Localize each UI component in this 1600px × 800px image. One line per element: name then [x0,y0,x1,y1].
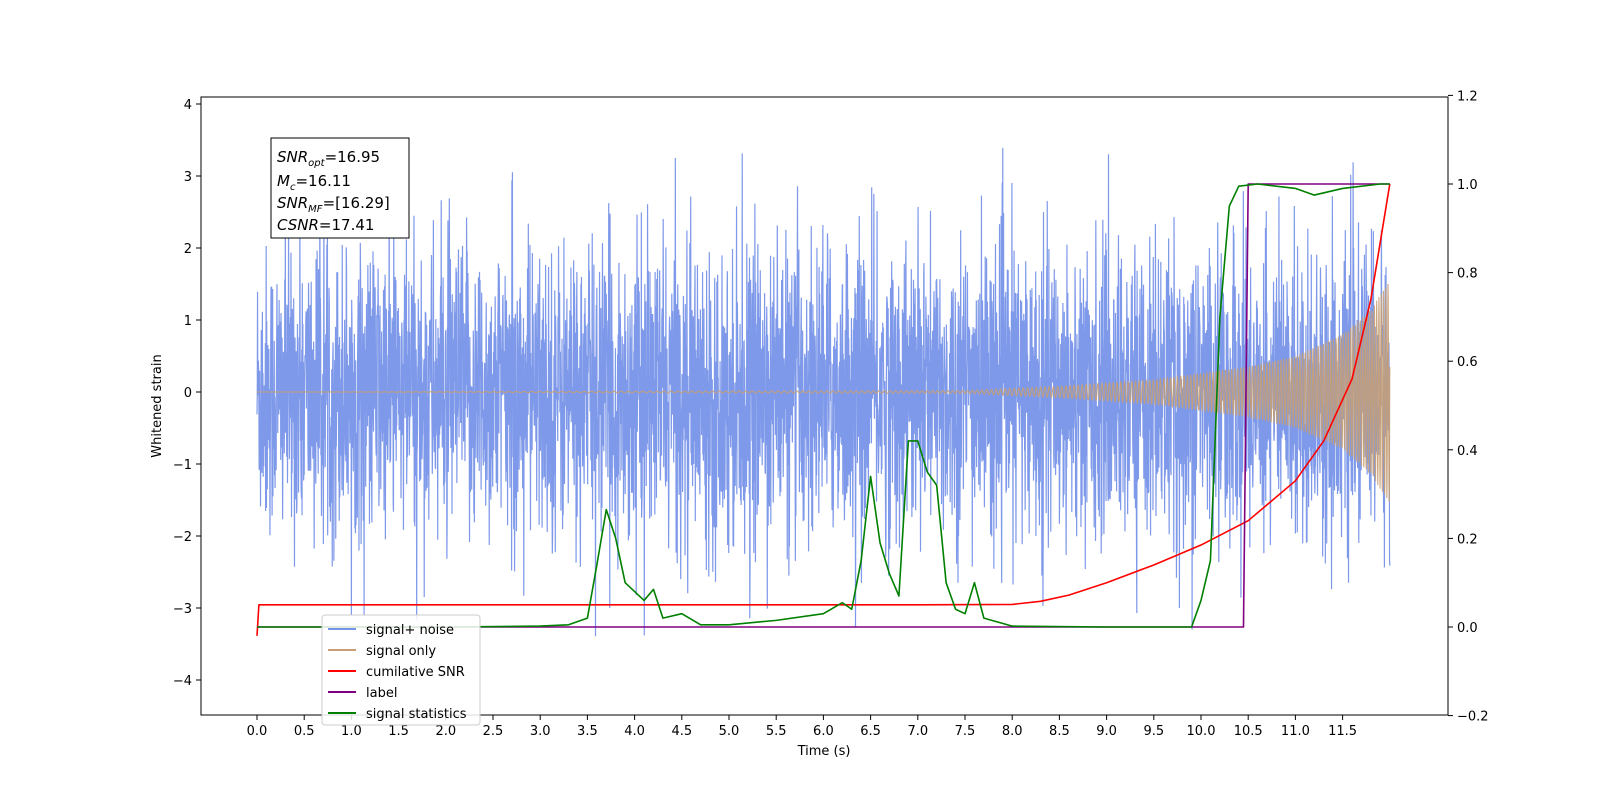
y2-tick-label: 0.0 [1457,621,1478,636]
y2-tick-label: 0.2 [1457,532,1478,547]
x-tick-label: 3.5 [577,724,598,739]
x-axis-label: Time (s) [797,744,851,759]
x-tick-label: 7.5 [955,724,976,739]
y-tick-label: 3 [184,170,192,185]
series-label [257,183,1390,628]
y2-tick-label: 0.4 [1457,444,1478,459]
y-axis-right: 1.2 1.0 0.8 0.6 0.4 0.2 0.0 −0.2 [1448,89,1489,725]
y-tick-label: −3 [173,602,192,617]
x-tick-label: 8.5 [1049,724,1070,739]
x-tick-label: 3.0 [530,724,551,739]
legend: signal+ noise signal only cumilative SNR la… [321,614,481,726]
y2-tick-label: 0.8 [1457,267,1478,282]
annotation-box: SNRopt=16.95 Mc=16.11 SNRMF=[16.29] CSNR… [270,137,410,239]
x-tick-label: 5.0 [719,724,740,739]
y-tick-label: 4 [184,98,192,113]
y-tick-label: 1 [184,314,192,329]
y-tick-label: −1 [173,458,192,473]
x-tick-label: 2.5 [483,724,504,739]
x-tick-label: 2.0 [435,724,456,739]
annotation-line-2: Mc=16.11 [277,172,351,193]
x-tick-label: 9.0 [1096,724,1117,739]
y2-tick-label: −0.2 [1457,710,1489,725]
y-axis-label: Whitened strain [150,354,165,457]
x-tick-label: 5.5 [766,724,787,739]
y2-tick-label: 0.6 [1457,355,1478,370]
series-signal-only [257,283,1391,502]
legend-entry-label: signal statistics [366,707,467,722]
x-tick-label: 11.5 [1328,724,1357,739]
series-signal-statistics [257,183,1390,628]
x-tick-label: 1.5 [388,724,409,739]
x-tick-label: 11.0 [1281,724,1310,739]
series-layer [256,147,1391,637]
y-tick-label: 2 [184,242,192,257]
annotation-line-4: CSNR=17.41 [277,216,374,234]
y-tick-label: 0 [184,386,192,401]
x-tick-label: 8.0 [1002,724,1023,739]
x-tick-label: 1.0 [341,724,362,739]
legend-entry-label: signal only [366,644,436,659]
y-tick-label: −2 [173,530,192,545]
x-axis: 0.0 0.5 1.0 1.5 2.0 2.5 3.0 3.5 4.0 4.5 5.0 5.5 6.0 6… [247,715,1357,739]
legend-entry-label: signal+ noise [366,623,454,638]
y-tick-label: −4 [173,674,192,689]
x-tick-label: 7.0 [907,724,928,739]
x-tick-label: 10.5 [1234,724,1263,739]
legend-frame [321,614,481,726]
x-tick-label: 6.0 [813,724,834,739]
y2-tick-label: 1.2 [1457,89,1478,104]
x-tick-label: 4.5 [671,724,692,739]
x-tick-label: 10.0 [1187,724,1216,739]
annotation-line-3: SNRMF=[16.29] [277,194,390,215]
x-tick-label: 6.5 [860,724,881,739]
annotation-line-1: SNRopt=16.95 [277,148,380,169]
y2-tick-label: 1.0 [1457,178,1478,193]
y-axis-left: 4 3 2 1 0 −1 −2 −3 −4 [173,98,201,689]
plot-frame [200,96,1449,716]
x-tick-label: 4.0 [624,724,645,739]
legend-entry-label: label [366,686,397,701]
x-tick-label: 0.5 [294,724,315,739]
x-tick-label: 9.5 [1143,724,1164,739]
legend-entry-label: cumilative SNR [366,665,465,680]
series-cumilative-snr [256,183,1391,636]
x-tick-label: 0.0 [247,724,268,739]
